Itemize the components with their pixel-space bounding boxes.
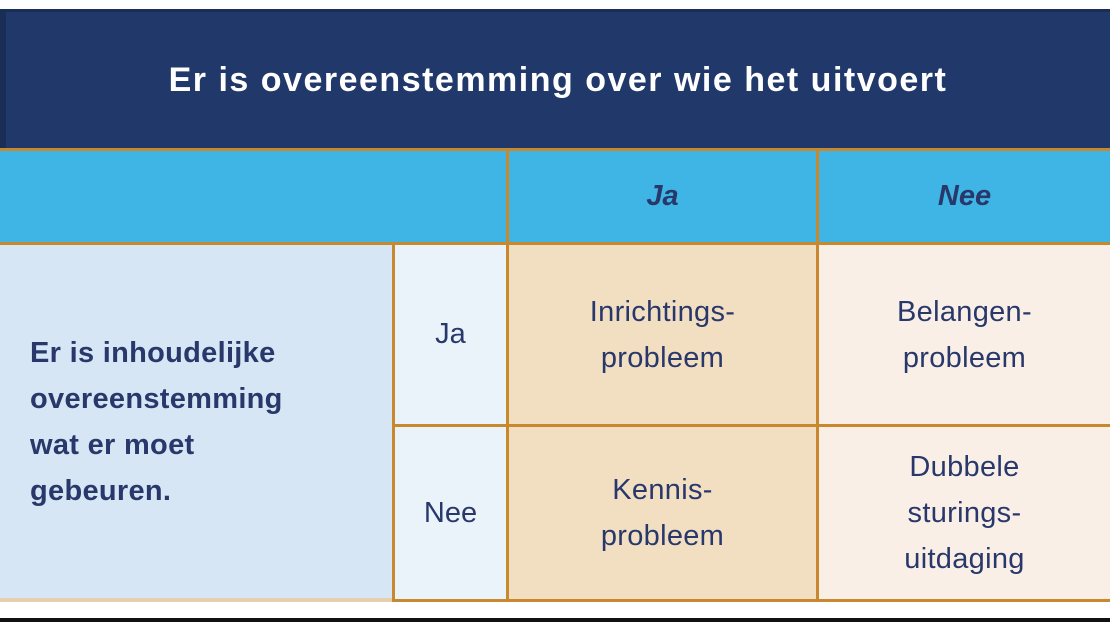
cell-dubbele-sturingsuitdaging: Dubbele sturings- uitdaging	[816, 427, 1110, 602]
bottom-margin	[0, 602, 1110, 618]
cell-inrichtingsprobleem: Inrichtings- probleem	[506, 245, 816, 427]
cell-belangenprobleem: Belangen- probleem	[816, 245, 1110, 427]
matrix-corner-spacer	[0, 148, 506, 245]
column-header-ja: Ja	[506, 148, 816, 245]
row-header-nee: Nee	[392, 427, 506, 602]
top-margin	[0, 0, 1110, 9]
row-question-text: Er is inhoudelijke overeenstemming wat e…	[30, 336, 283, 507]
title-bar: Er is overeenstemming over wie het uitvo…	[0, 9, 1110, 148]
cell-kennisprobleem: Kennis- probleem	[506, 427, 816, 602]
bottom-divider	[0, 618, 1110, 622]
column-header-nee: Nee	[816, 148, 1110, 245]
row-question-cell: Er is inhoudelijke overeenstemming wat e…	[0, 245, 392, 602]
page-title: Er is overeenstemming over wie het uitvo…	[168, 60, 948, 99]
row-header-ja: Ja	[392, 245, 506, 427]
decision-matrix: Ja Nee Er is inhoudelijke overeenstemmin…	[0, 148, 1110, 602]
